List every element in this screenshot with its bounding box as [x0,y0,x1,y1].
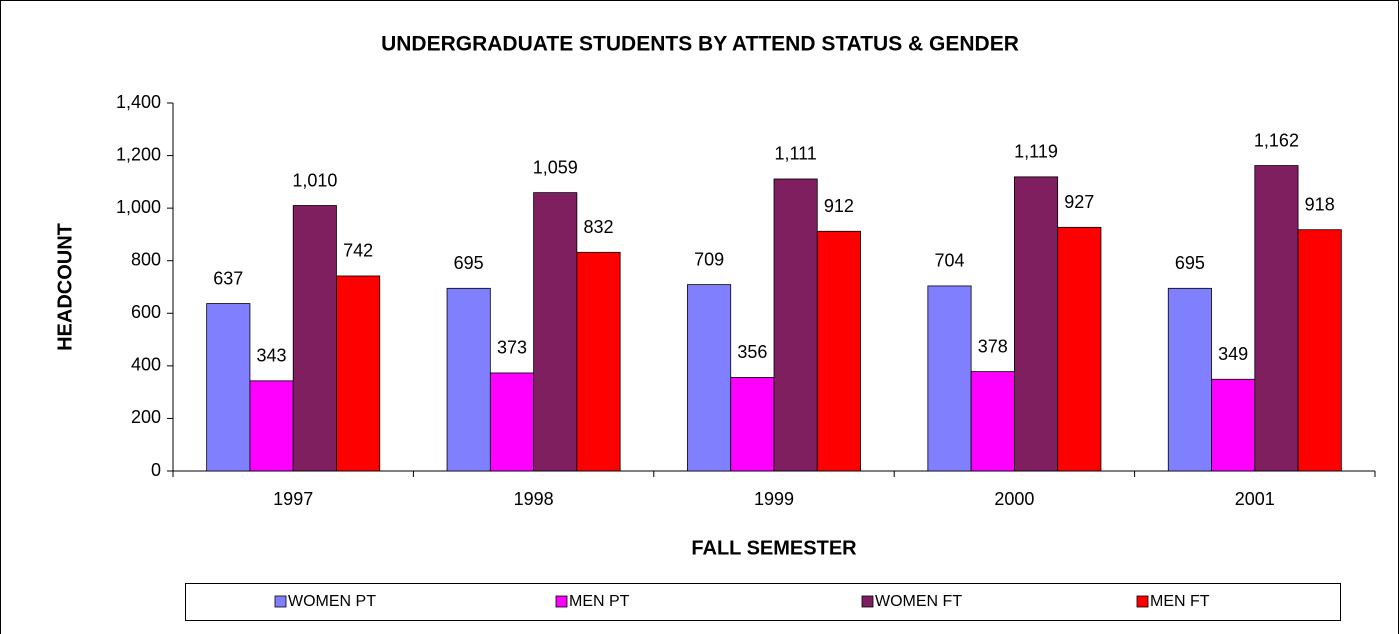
data-label: 832 [583,217,613,237]
legend-label: WOMEN PT [288,593,376,610]
bar [446,287,491,472]
bar [1211,378,1256,472]
data-label: 918 [1305,194,1335,214]
bar [1297,229,1342,472]
x-tick-label: 1999 [754,489,794,509]
data-label: 356 [737,342,767,362]
bar [773,178,818,472]
legend-swatch [274,595,287,608]
legend-swatch [555,595,568,608]
data-label: 1,119 [1014,142,1058,162]
data-label: 1,010 [292,170,337,190]
bar [970,371,1015,472]
bar [927,285,972,472]
data-label: 1,111 [774,144,816,164]
bar [1254,165,1299,472]
y-tick-label: 600 [131,302,161,322]
data-label: 704 [934,251,964,271]
data-label: 742 [343,241,373,261]
x-tick-label: 2001 [1235,489,1275,509]
chart-title: UNDERGRADUATE STUDENTS BY ATTEND STATUS … [381,33,1019,56]
data-label: 695 [454,253,484,273]
y-tick-label: 0 [151,460,161,480]
y-tick-label: 400 [131,355,161,375]
x-tick-label: 2000 [994,489,1034,509]
x-axis-label: FALL SEMESTER [691,537,857,559]
data-label: 1,162 [1254,130,1299,150]
bar [292,205,337,472]
data-label: 637 [213,268,243,288]
bar [687,284,732,472]
data-label: 695 [1175,253,1205,273]
data-label: 1,059 [533,157,578,177]
data-label: 343 [257,346,287,366]
data-label: 378 [978,336,1008,356]
data-label: 709 [694,249,724,269]
bar [1057,226,1102,472]
bar [249,380,294,472]
legend-swatch [1136,595,1149,608]
bar [730,377,775,472]
x-tick-label: 1997 [273,489,313,509]
legend-label: MEN FT [1150,593,1210,610]
bar [336,275,381,472]
bar [576,251,621,472]
y-tick-label: 800 [131,249,161,269]
bar [1167,287,1212,472]
bar [206,303,251,472]
y-tick-label: 1,200 [116,144,161,164]
bar [489,372,535,472]
bar [533,192,578,472]
y-axis-label: HEADCOUNT [54,223,76,351]
data-label: 927 [1064,192,1094,212]
legend-label: MEN PT [569,593,630,610]
bar [816,230,861,472]
data-label: 912 [824,196,854,216]
y-tick-label: 1,400 [116,92,161,112]
data-label: 349 [1218,344,1248,364]
legend-swatch [861,595,874,608]
data-label: 373 [497,338,527,358]
x-tick-label: 1998 [514,489,554,509]
y-tick-label: 1,000 [116,197,161,217]
bar [1014,176,1059,472]
y-tick-label: 200 [131,407,161,427]
legend-label: WOMEN FT [875,593,962,610]
